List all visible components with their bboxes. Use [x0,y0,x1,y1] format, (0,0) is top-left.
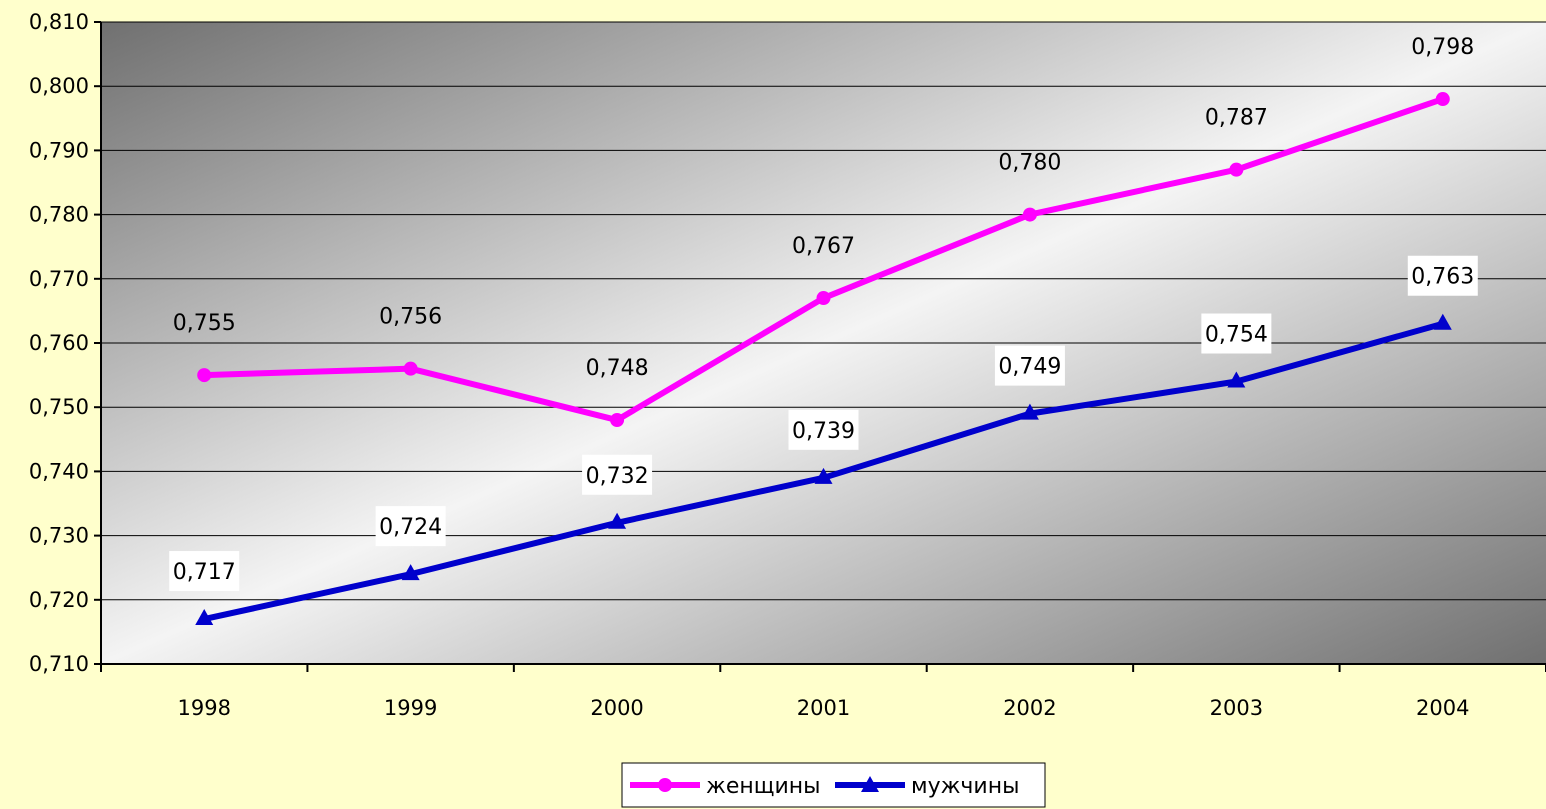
data-point [610,413,625,428]
legend-marker-men [861,776,879,792]
y-tick-label: 0,780 [29,203,89,227]
data-label: 0,732 [586,464,649,489]
data-label-box [994,345,1065,386]
data-label-box [788,409,859,450]
legend-item-men: мужчины [835,774,1020,799]
data-label-box [582,454,653,495]
y-tick-label: 0,720 [29,588,89,612]
data-label-box [1407,255,1478,296]
x-tick-label: 1998 [177,696,230,720]
x-tick-label: 2004 [1416,696,1469,720]
data-label: 0,755 [173,311,236,336]
x-tick-label: 2002 [1003,696,1056,720]
y-tick-label: 0,770 [29,267,89,291]
legend-label-women: женщины [706,774,821,799]
series-women [197,92,1450,428]
data-point [401,564,420,581]
data-label: 0,763 [1411,265,1474,290]
data-point [1020,403,1039,420]
x-tick-label: 1999 [384,696,437,720]
y-tick-label: 0,760 [29,331,89,355]
x-tick-label: 2001 [797,696,850,720]
data-label: 0,739 [792,419,855,444]
legend-marker-women [658,778,672,792]
data-point [1229,162,1244,177]
data-point [1227,371,1246,388]
series-layer [195,92,1452,626]
y-tick-label: 0,790 [29,138,89,162]
data-label: 0,717 [173,560,236,585]
data-point [403,361,418,376]
data-label: 0,749 [998,355,1061,380]
data-label: 0,748 [586,356,649,381]
data-label: 0,756 [379,305,442,330]
x-tick-label: 2000 [590,696,643,720]
x-tick-label: 2003 [1210,696,1263,720]
x-axis: 1998 1999 2000 2001 2002 2003 2004 [100,663,1546,720]
legend-label-men: мужчины [911,774,1020,799]
data-point [1433,313,1452,330]
y-axis: 0,710 0,720 0,730 0,740 0,750 0,760 0,770 0,780… [29,10,102,676]
data-point [197,368,212,383]
data-label: 0,767 [792,234,855,259]
data-label: 0,780 [998,151,1061,176]
data-label: 0,798 [1411,35,1474,60]
data-label-box [169,551,240,592]
data-point [816,291,831,306]
data-label: 0,724 [379,515,442,540]
series-men [195,313,1452,626]
y-tick-label: 0,810 [29,10,89,34]
data-label: 0,787 [1205,106,1268,131]
y-tick-label: 0,800 [29,74,89,98]
legend: женщины мужчины [621,762,1046,808]
y-tick-label: 0,740 [29,459,89,483]
data-labels: 0,755 0,756 0,748 0,767 0,780 0,787 0,798 0,717… [169,35,1478,592]
y-tick-label: 0,750 [29,395,89,419]
y-tick-label: 0,730 [29,524,89,548]
data-label: 0,754 [1205,323,1268,348]
y-tick-label: 0,710 [29,652,89,676]
data-point [608,512,627,529]
data-point [1435,92,1450,107]
data-label-box [375,506,446,547]
data-point [195,609,214,626]
legend-item-women: женщины [630,774,821,799]
data-point [814,467,833,484]
data-point [1022,207,1037,222]
data-label-box [1201,313,1272,354]
